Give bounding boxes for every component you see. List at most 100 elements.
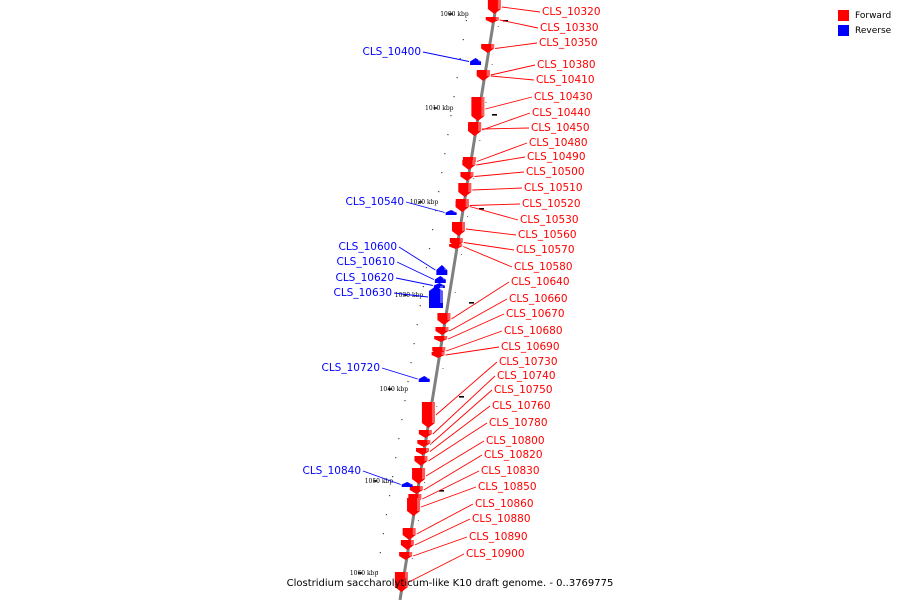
guide-dot	[467, 216, 469, 217]
map-caption: Clostridium saccharolyticum-like K10 dra…	[286, 578, 614, 589]
gene-label: CLS_10330	[540, 22, 599, 34]
legend-item-forward: Forward	[838, 8, 891, 23]
gene-label: CLS_10720	[322, 362, 381, 374]
leader-line	[451, 281, 510, 320]
leader-line	[405, 201, 445, 213]
gene-glyph	[445, 210, 457, 215]
gene-glyph	[421, 402, 435, 428]
leader-line	[420, 486, 477, 508]
guide-dot	[460, 254, 462, 255]
leader-line	[490, 75, 535, 81]
gene-label: CLS_10430	[534, 91, 593, 103]
guide-dot	[454, 292, 456, 293]
guide-dot	[376, 571, 378, 573]
leader-line	[446, 330, 503, 352]
leader-line	[435, 361, 498, 416]
guide-dot	[382, 533, 385, 535]
gene-label: CLS_10640	[511, 276, 570, 288]
leader-line	[398, 246, 436, 271]
guide-dot	[417, 520, 419, 521]
gene-label: CLS_10600	[339, 241, 398, 253]
tick-layer: 1000 kbp 1010 kbp 1020 kbp 1030 kbp 1040 kbp…	[350, 11, 469, 577]
guide-dot	[424, 482, 426, 483]
gene-label: CLS_10680	[504, 325, 563, 337]
gene-label: CLS_10880	[472, 513, 531, 525]
gene-label: CLS_10520	[522, 198, 581, 210]
tick-mark	[469, 302, 474, 304]
gene-label: CLS_10480	[529, 137, 588, 149]
gene-glyph	[436, 265, 448, 275]
leader-line	[465, 228, 517, 236]
guide-dot	[438, 191, 440, 193]
leader-line	[495, 42, 538, 49]
guide-dot	[419, 305, 421, 307]
gene-label: CLS_10350	[539, 37, 598, 49]
guide-dot	[491, 64, 493, 65]
gene-glyph	[412, 468, 426, 484]
svg-text:1010 kbp: 1010 kbp	[425, 105, 454, 112]
leader-line	[428, 422, 488, 462]
gene-label: CLS_10660	[509, 293, 568, 305]
leader-line	[501, 6, 541, 13]
legend: Forward Reverse	[838, 8, 891, 38]
gene-label: CLS_10670	[506, 308, 565, 320]
gene-glyph	[394, 572, 408, 592]
gene-label: CLS_10730	[499, 356, 558, 368]
tick-mark	[479, 208, 484, 210]
gene-glyph	[468, 122, 482, 136]
leader-line	[476, 156, 526, 166]
guide-dot	[388, 495, 391, 497]
leader-line	[499, 19, 539, 29]
gene-label: CLS_10580	[514, 261, 573, 273]
guide-dot	[456, 77, 458, 79]
leader-line	[485, 96, 533, 110]
guide-dot	[379, 552, 381, 554]
svg-text:1000 kbp: 1000 kbp	[440, 11, 469, 18]
guide-dot	[465, 20, 467, 22]
gene-label: CLS_10830	[481, 465, 540, 477]
guide-dot	[428, 248, 431, 250]
gene-glyph	[460, 172, 474, 181]
gene-label: CLS_10610	[337, 256, 396, 268]
gene-label: CLS_10760	[492, 400, 551, 412]
gene-label: CLS_10540	[346, 196, 405, 208]
gene-label: CLS_10320	[542, 6, 601, 18]
guide-dot	[410, 362, 412, 364]
guide-dot	[431, 229, 434, 231]
guide-dot	[407, 381, 409, 383]
gene-glyph	[416, 448, 430, 455]
leader-line	[395, 277, 433, 286]
leader-line	[429, 405, 491, 452]
guide-dot	[392, 476, 394, 478]
gene-glyph	[431, 352, 445, 358]
legend-label-forward: Forward	[855, 10, 892, 21]
gene-label: CLS_10620	[336, 272, 395, 284]
leader-line	[416, 503, 474, 535]
guide-dot	[473, 178, 475, 179]
leader-line	[462, 246, 513, 268]
guide-dot	[413, 343, 415, 345]
leader-line	[476, 142, 528, 162]
guide-dot	[441, 172, 443, 174]
scale-tick: 1000 kbp	[440, 11, 469, 18]
gene-label: CLS_10570	[516, 244, 575, 256]
gene-label: CLS_10850	[478, 481, 537, 493]
guide-dot	[462, 39, 464, 41]
leader-line	[414, 518, 471, 546]
guide-dot	[401, 419, 403, 421]
gene-glyph	[434, 276, 446, 283]
gene-glyph	[401, 482, 413, 487]
gene-glyph	[470, 58, 482, 65]
scale-tick: 1040 kbp	[380, 386, 409, 393]
guide-dot	[479, 140, 481, 141]
legend-label-reverse: Reverse	[855, 25, 892, 36]
leader-line	[432, 375, 496, 435]
gene-label: CLS_10890	[469, 531, 528, 543]
scale-tick: 1020 kbp	[410, 199, 439, 206]
leader-line	[448, 313, 505, 340]
gene-glyph	[485, 17, 499, 23]
guide-dot	[395, 457, 397, 459]
guide-dot	[450, 115, 452, 117]
